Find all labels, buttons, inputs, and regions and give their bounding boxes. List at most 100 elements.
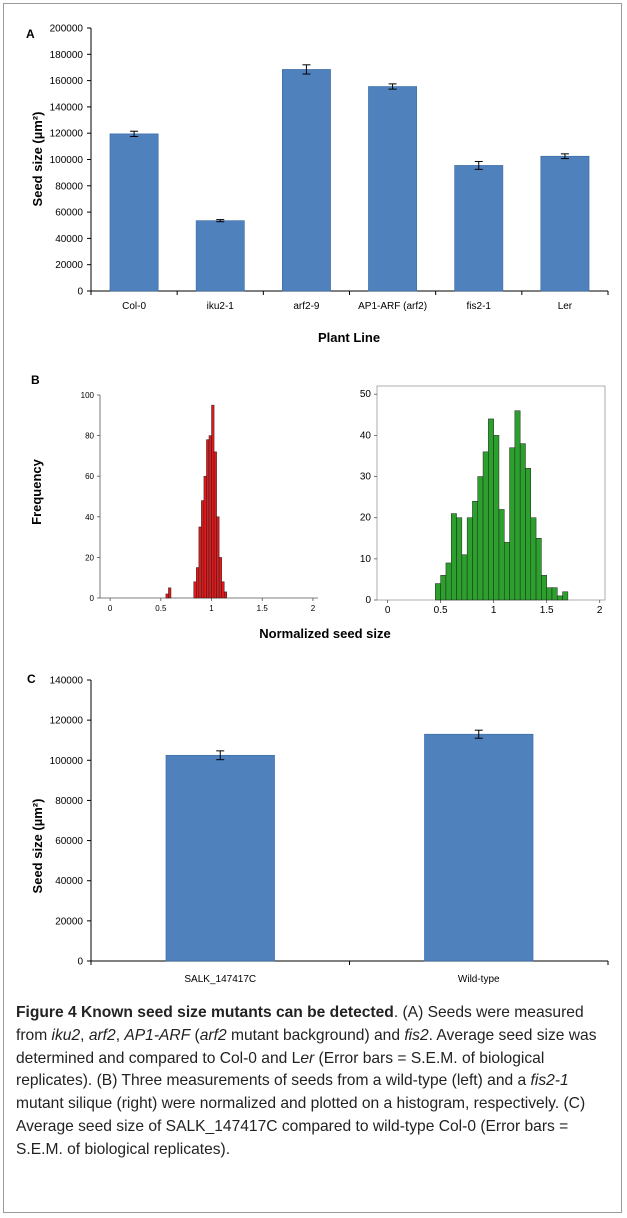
histogram-bin <box>530 517 537 601</box>
histogram-bin <box>211 404 215 599</box>
figure-charts: A Seed size (µm²) Plant Line 02000040000… <box>26 24 609 985</box>
x-category-label: AP1-ARF (arf2) <box>358 301 427 312</box>
caption-text: . (A) Seeds were measured from <box>16 1004 584 1044</box>
y-tick-label: 80000 <box>55 796 83 807</box>
histogram-bin <box>206 439 210 599</box>
caption-text: , <box>80 1026 89 1044</box>
histogram-bin <box>165 593 169 599</box>
x-tick-label: 1 <box>491 605 497 616</box>
caption-italic-term: arf2 <box>88 1026 116 1044</box>
x-tick-label: 1.5 <box>540 605 554 616</box>
caption-text: . Average seed size was determined and c… <box>16 1026 597 1067</box>
x-category-label: fis2-1 <box>467 301 492 312</box>
bar <box>424 733 534 962</box>
histogram-bin <box>482 451 489 601</box>
histogram-bin <box>193 581 197 599</box>
panel-a-label: A <box>26 27 35 41</box>
caption-italic-term: arf2 <box>199 1026 227 1044</box>
histogram-bin <box>466 517 473 601</box>
histogram-bin <box>440 575 447 601</box>
y-tick-label: 40000 <box>55 234 83 245</box>
histogram-bin <box>557 595 563 601</box>
histogram-bin <box>472 500 478 601</box>
histogram-bin <box>218 557 222 599</box>
histogram-bin <box>435 583 441 601</box>
x-tick-label: 1 <box>209 604 214 613</box>
histogram-bin <box>216 516 220 599</box>
y-tick-label: 60000 <box>55 836 83 847</box>
histogram-bin <box>168 587 172 599</box>
y-tick-label: 140000 <box>50 102 84 113</box>
x-category-label: iku2-1 <box>207 301 235 312</box>
caption-italic-term: iku2 <box>51 1026 81 1044</box>
y-tick-label: 30 <box>360 472 372 483</box>
histogram-bin <box>541 575 547 601</box>
histogram-bin <box>498 509 505 601</box>
y-tick-label: 200000 <box>50 24 84 35</box>
y-tick-label: 60000 <box>55 208 83 219</box>
y-tick-label: 20 <box>85 553 94 562</box>
histogram-bin <box>488 418 494 601</box>
panel-b-x-axis-label: Normalized seed size <box>259 626 391 641</box>
x-category-label: arf2-9 <box>293 301 320 312</box>
y-tick-label: 80000 <box>55 181 83 192</box>
x-tick-label: 0.5 <box>434 605 448 616</box>
y-tick-label: 0 <box>90 594 95 603</box>
y-tick-label: 40 <box>85 513 94 522</box>
histogram-bin <box>562 591 569 601</box>
histogram-bin <box>509 447 516 601</box>
caption-italic-term: fis2-1 <box>530 1072 569 1090</box>
histogram-bin <box>198 526 202 599</box>
histogram-bin <box>450 513 457 601</box>
y-tick-label: 100 <box>81 391 95 400</box>
histogram-bin <box>514 410 521 601</box>
histogram-bin <box>223 591 227 599</box>
caption-text: , <box>115 1026 125 1044</box>
panel-c-label: C <box>27 672 36 686</box>
y-tick-label: 120000 <box>50 716 84 727</box>
bar <box>540 155 590 292</box>
histogram-bin <box>551 587 558 601</box>
x-category-label: SALK_147417C <box>184 974 256 985</box>
histogram-bin <box>208 435 212 599</box>
y-tick-label: 40000 <box>55 876 83 887</box>
histogram-bin <box>477 476 484 601</box>
bar <box>368 86 418 292</box>
histogram-bin <box>196 567 200 599</box>
histogram-bin <box>493 435 500 601</box>
histogram-bin <box>546 587 553 601</box>
y-tick-label: 180000 <box>50 50 84 61</box>
caption-italic-term: AP1-ARF <box>124 1026 191 1044</box>
x-category-label: Wild-type <box>458 974 500 985</box>
caption-title: Figure 4 Known seed size mutants can be … <box>16 1004 394 1021</box>
histogram-bin <box>535 538 542 601</box>
y-tick-label: 50 <box>360 389 372 400</box>
bar <box>109 133 159 292</box>
panel-a-y-axis-label: Seed size (µm²) <box>30 112 45 207</box>
y-tick-label: 100000 <box>50 756 84 767</box>
panel-b-chart: B Frequency Normalized seed size 0204060… <box>29 373 606 641</box>
caption-text: mutant silique (right) were normalized a… <box>16 1095 586 1158</box>
x-category-label: Col-0 <box>122 301 146 312</box>
y-tick-label: 160000 <box>50 76 84 87</box>
x-tick-label: 0 <box>385 605 391 616</box>
bar <box>281 69 331 292</box>
panel-a-chart: A Seed size (µm²) Plant Line 0 20000 40000… <box>26 24 609 345</box>
y-tick-label: 20 <box>360 513 372 524</box>
caption-italic-term: er <box>300 1049 315 1067</box>
panel-b-y-axis-label: Frequency <box>29 458 44 525</box>
histogram-bin <box>525 468 532 601</box>
y-tick-label: 120000 <box>50 129 84 140</box>
caption-italic-term: fis2 <box>404 1026 429 1044</box>
caption-text: (Error bars = S.E.M. of biological repli… <box>16 1049 545 1090</box>
panel-b-label: B <box>31 373 40 387</box>
x-tick-label: 2 <box>597 605 603 616</box>
histogram-bin <box>519 443 526 601</box>
y-tick-label: 100000 <box>50 155 84 166</box>
histogram-bin <box>456 517 463 601</box>
histogram-bin <box>203 475 207 599</box>
histogram-bin <box>221 581 225 599</box>
histogram-bin <box>201 500 205 599</box>
y-tick-label: 10 <box>360 554 372 565</box>
y-tick-label: 0 <box>77 957 83 968</box>
